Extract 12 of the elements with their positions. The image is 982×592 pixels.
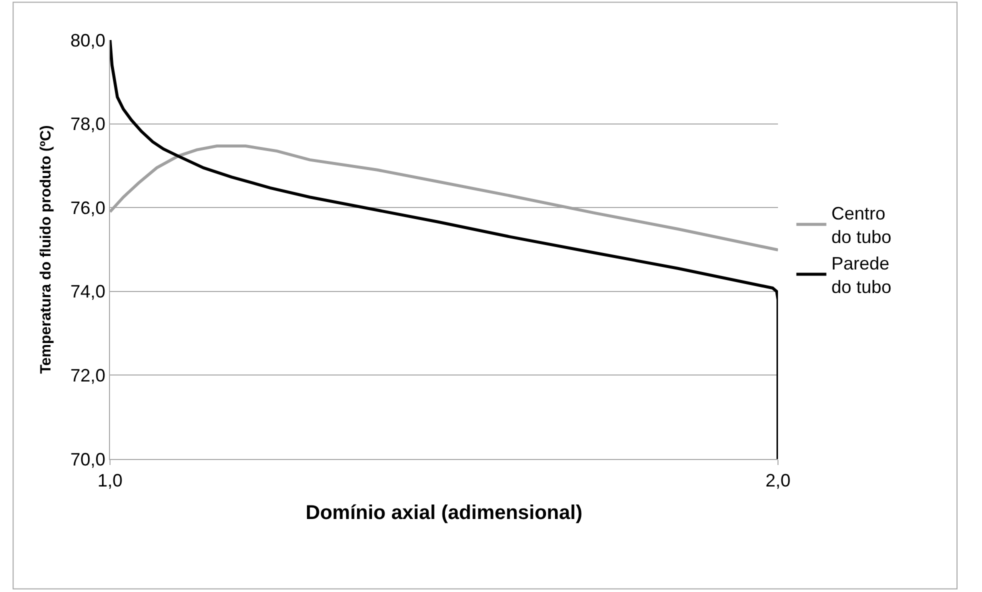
y-tick-label: 74,0 (70, 282, 106, 302)
x-tick-label: 2,0 (765, 470, 791, 491)
x-tick-label: 1,0 (97, 470, 123, 491)
y-tick-label: 70,0 (70, 449, 106, 470)
y-tick-label: 76,0 (70, 198, 106, 218)
y-tick-label: 80,0 (70, 30, 106, 50)
legend-label: Centro do tubo (831, 204, 892, 248)
x-axis-title: Domínio axial (adimensional) (306, 502, 582, 524)
legend-label: Parede do tubo (831, 254, 892, 297)
y-tick-label: 72,0 (70, 366, 106, 386)
y-axis-title: Temperatura do fluido produto (ºC) (38, 125, 55, 374)
y-tick-label: 78,0 (70, 114, 106, 134)
